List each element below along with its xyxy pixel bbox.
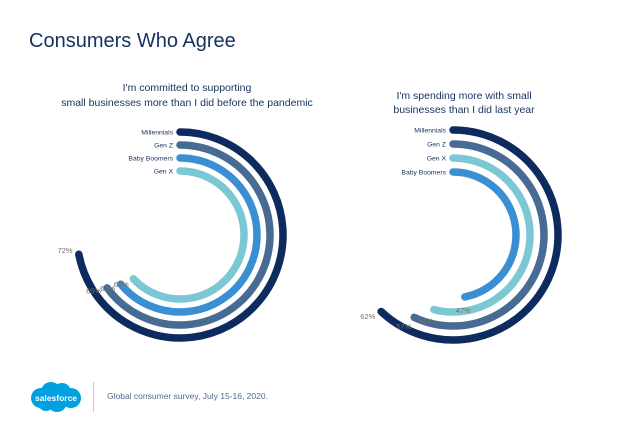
chart-left-subtitle-line-1: I'm committed to supporting [123,82,252,94]
salesforce-logo: salesforce [31,382,81,412]
chart-right-legend-baby-boomers: Baby Boomers [401,169,446,176]
chart-right-subtitle-line-2: businesses than I did last year [393,104,535,116]
chart-right-ring-baby-boomers [449,168,520,301]
chart-right-ring-gen-z [410,140,548,330]
chart-left-ring-gen-z [103,141,274,329]
chart-right-value-label-millennials: 62% [360,312,375,321]
chart-right-ring-millennials [377,126,562,344]
chart-right-value-label-gen-z: 57% [396,322,411,331]
chart-left-ring-gen-x [129,167,248,303]
chart-right-subtitle-line-1: I'm spending more with small [396,90,531,102]
chart-right-legend-gen-x: Gen X [427,155,447,162]
page-title: Consumers Who Agree [29,30,236,52]
chart-left: I'm committed to supporting small busine… [58,82,313,342]
salesforce-logo-text: salesforce [35,393,77,403]
chart-right-value-label-baby-boomers: 47% [456,306,471,315]
chart-right-value-label-gen-x: 54% [419,316,434,325]
chart-left-legend-gen-z: Gen Z [154,142,173,149]
footer-divider [93,382,94,412]
chart-left-value-label-gen-x: 63% [114,280,129,289]
chart-left-legend-baby-boomers: Baby Boomers [128,155,173,162]
chart-right: I'm spending more with small businesses … [360,90,562,344]
chart-left-value-label-gen-z: 65% [86,287,101,296]
footer-note: Global consumer survey, July 15-16, 2020… [107,391,268,401]
salesforce-cloud-icon [31,382,81,412]
chart-left-value-label-baby-boomers: 64% [100,284,115,293]
chart-left-subtitle-line-2: small businesses more than I did before … [61,97,313,109]
chart-left-legend-millennials: Millennials [141,129,173,136]
chart-right-legend-millennials: Millennials [414,127,446,134]
chart-left-legend-gen-x: Gen X [154,168,174,175]
chart-left-value-label-millennials: 72% [58,246,73,255]
chart-right-ring-gen-x [430,154,534,316]
chart-right-legend-gen-z: Gen Z [427,141,446,148]
chart-left-ring-millennials [75,128,287,342]
chart-left-ring-baby-boomers [116,154,261,316]
